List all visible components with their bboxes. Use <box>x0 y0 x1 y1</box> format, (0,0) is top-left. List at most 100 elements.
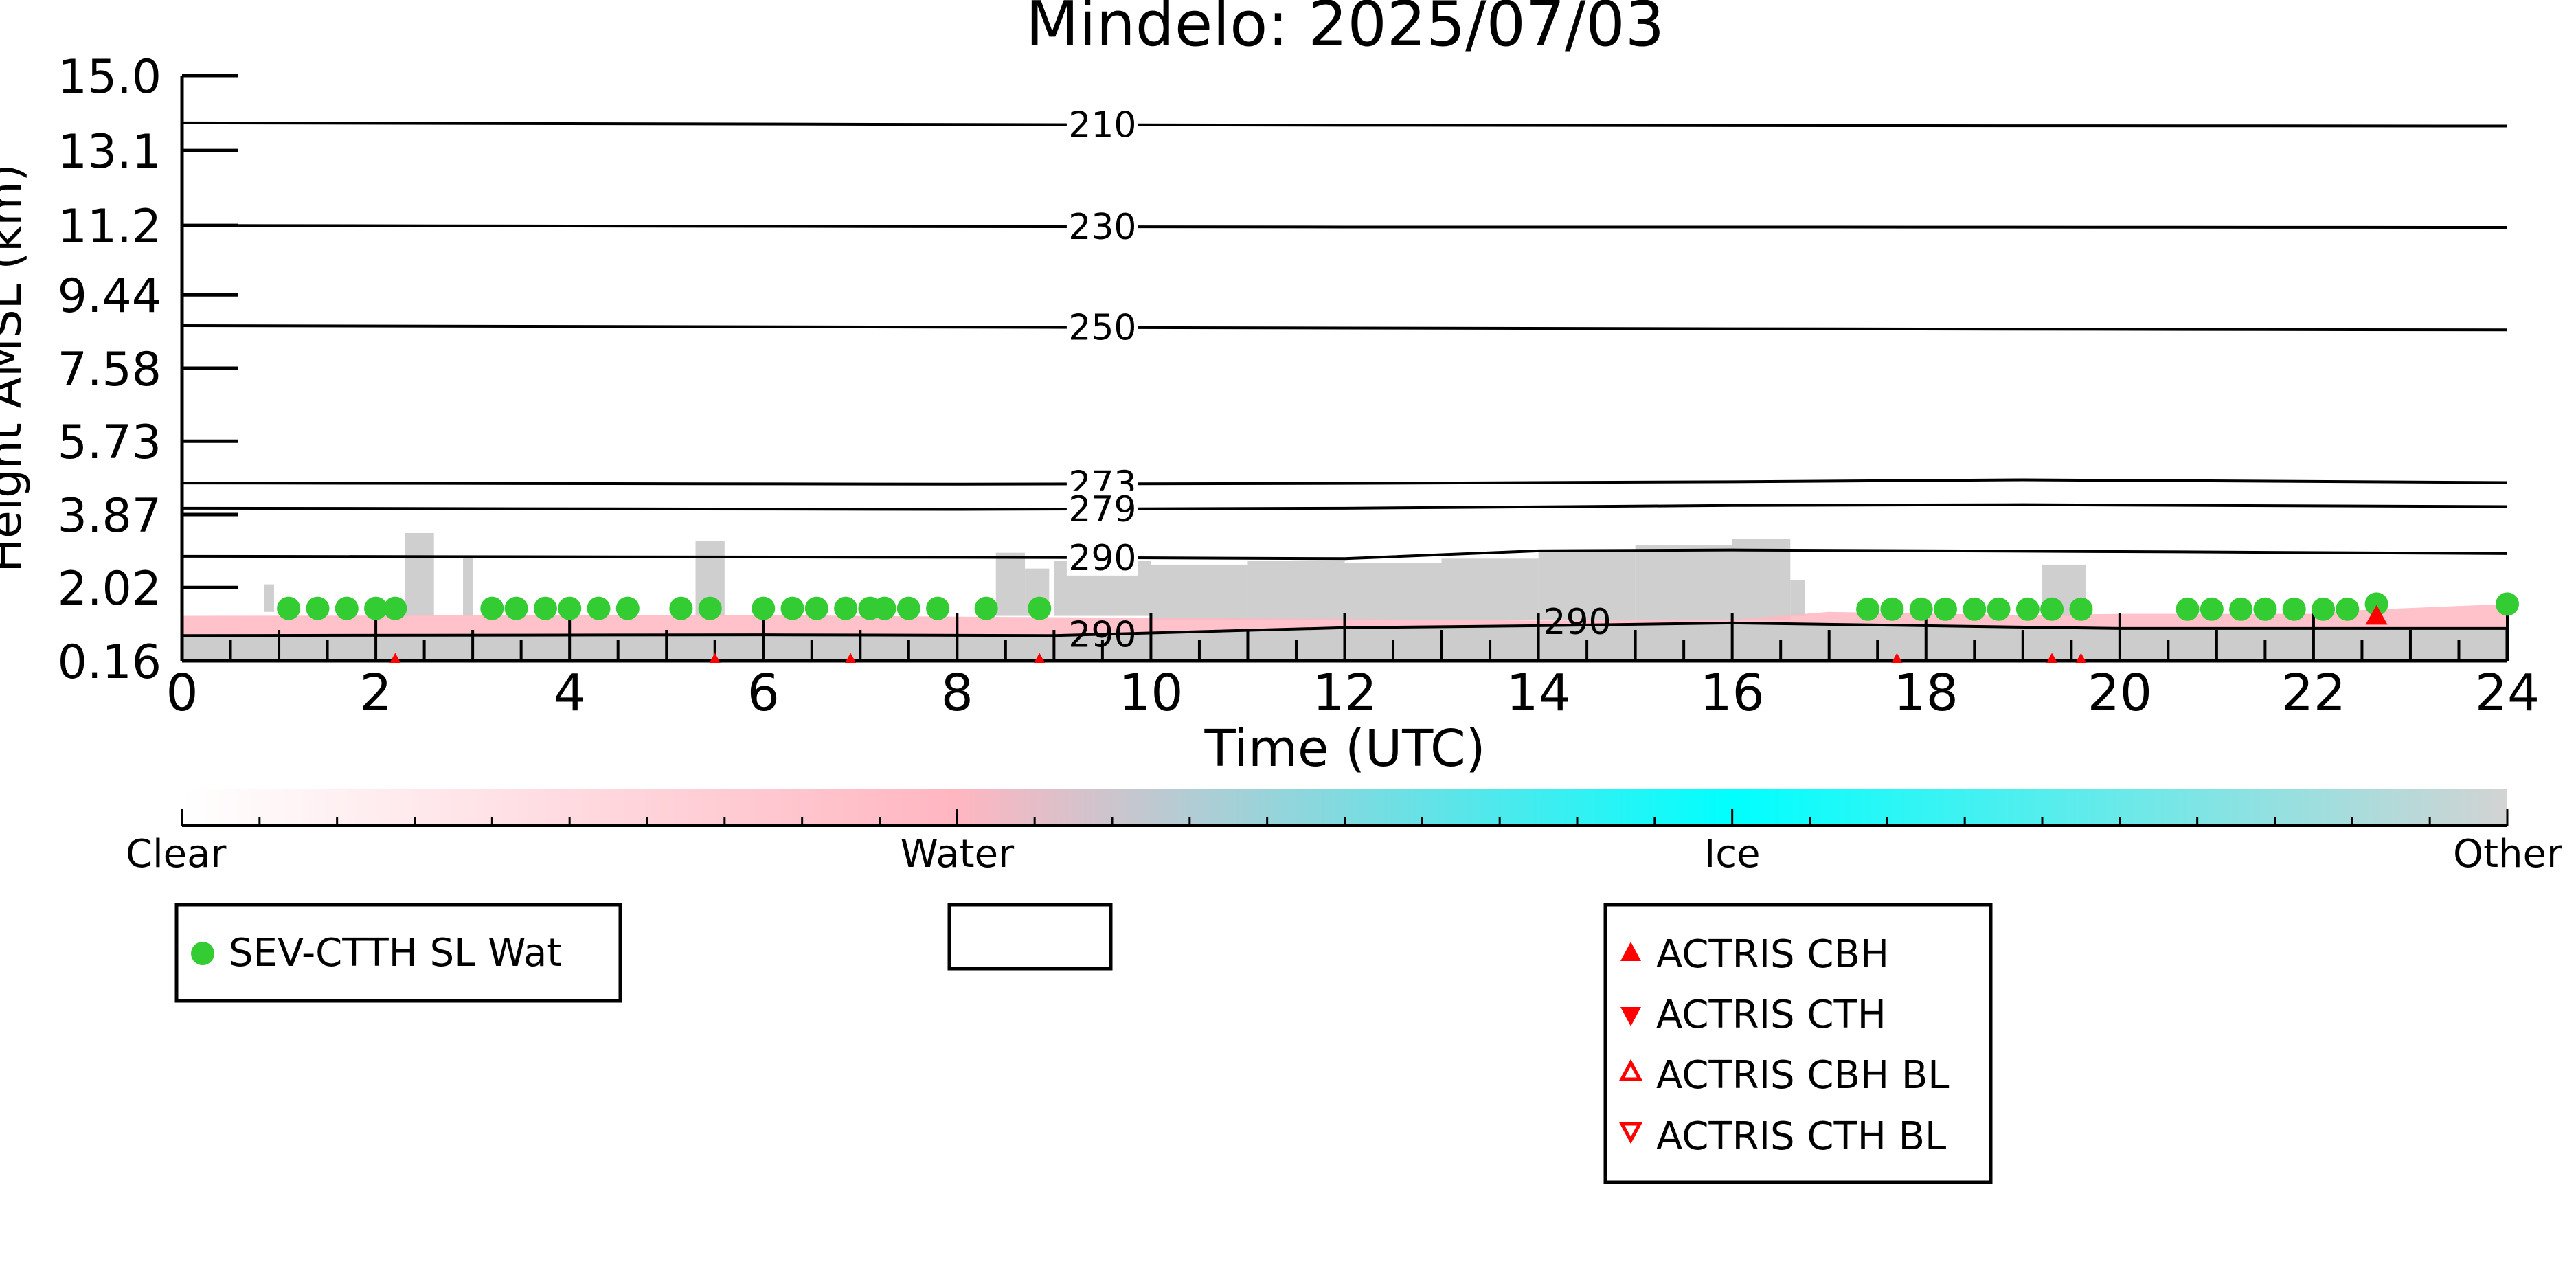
y-tick-label-7: 13.1 <box>58 125 161 179</box>
marker-actris-cbh-5 <box>2046 653 2058 663</box>
other-cloud-band-4 <box>995 552 1026 616</box>
chart-title: Mindelo: 2025/07/03 <box>1026 0 1664 60</box>
isotherm-label-1: 230 <box>1068 207 1136 248</box>
marker-actris-cbh-4 <box>1891 653 1903 663</box>
marker-sev-ctth-sl-wat-25 <box>1909 597 1933 621</box>
x-axis-label: Time (UTC) <box>1204 719 1485 778</box>
marker-sev-ctth-sl-wat-39 <box>2364 592 2388 616</box>
isotherm-line-273-3 <box>182 478 2507 486</box>
isotherm-line-290-5 <box>182 548 2507 561</box>
isotherm-label-2: 250 <box>1068 308 1136 349</box>
marker-sev-ctth-sl-wat-40 <box>2496 592 2519 616</box>
isotherm-label-bg-5 <box>1066 539 1138 576</box>
marker-sev-ctth-sl-wat-38 <box>2336 597 2360 621</box>
marker-sev-ctth-sl-wat-0 <box>277 596 301 620</box>
legend-actris-cth-bl-label: ACTRIS CTH BL <box>1656 1114 1946 1159</box>
marker-sev-ctth-sl-wat-24 <box>1880 597 1904 621</box>
isotherm-label-4: 279 <box>1068 489 1136 530</box>
marker-actris-cbh-2 <box>845 653 857 663</box>
marker-sev-ctth-sl-wat-26 <box>1933 597 1957 621</box>
marker-sev-ctth-sl-wat-10 <box>615 596 640 620</box>
legend-sev: SEV-CTTH SL Wat <box>174 903 622 1003</box>
x-tick-label-5: 10 <box>1118 664 1183 723</box>
marker-actris-cbh-7 <box>2365 605 2388 625</box>
marker-sev-ctth-sl-wat-22 <box>1028 596 1052 620</box>
marker-sev-ctth-sl-wat-19 <box>896 596 920 620</box>
marker-sev-ctth-sl-wat-9 <box>587 596 611 620</box>
other-cloud-band-12 <box>1635 545 1732 620</box>
phase-colorbar: Clear Water Ice Other <box>126 789 2563 877</box>
isotherm-label-5: 290 <box>1068 538 1136 579</box>
marker-sev-ctth-sl-wat-15 <box>804 596 828 620</box>
other-cloud-band-0 <box>264 584 274 612</box>
other-cloud-band-10 <box>1441 558 1539 620</box>
marker-sev-ctth-sl-wat-23 <box>1856 597 1880 621</box>
marker-sev-ctth-sl-wat-1 <box>306 596 330 620</box>
legend-actris-cth-label: ACTRIS CTH <box>1656 993 1886 1037</box>
y-tick-label-0: 0.16 <box>58 635 161 690</box>
marker-sev-ctth-sl-wat-16 <box>834 596 858 620</box>
colorbar-label-ice: Ice <box>1704 832 1761 877</box>
other-cloud-band-11 <box>1538 550 1636 620</box>
legend-actris-cbh-label: ACTRIS CBH <box>1656 932 1889 977</box>
x-tick-label-9: 18 <box>1894 664 1958 723</box>
x-tick-label-7: 14 <box>1506 664 1570 723</box>
marker-sev-ctth-sl-wat-35 <box>2253 597 2277 621</box>
marker-actris-cbh-3 <box>1034 653 1046 663</box>
marker-sev-ctth-sl-wat-6 <box>504 596 528 620</box>
y-axis-label: Height AMSL (km) <box>0 164 32 573</box>
x-tick-label-6: 12 <box>1312 664 1377 723</box>
marker-sev-ctth-sl-wat-36 <box>2282 597 2306 621</box>
y-tick-label-5: 9.44 <box>58 269 161 324</box>
triangle-up-filled-icon <box>1620 942 1641 961</box>
legend-sev-marker <box>191 942 214 965</box>
legend-empty-box <box>947 903 1113 971</box>
legend-empty <box>947 903 1113 971</box>
marker-sev-ctth-sl-wat-14 <box>780 596 804 620</box>
other-cloud-band-2 <box>463 556 473 616</box>
other-cloud-band-1 <box>405 532 434 616</box>
colorbar-label-clear: Clear <box>126 832 227 877</box>
other-cloud-band-7 <box>1151 564 1248 620</box>
y-tick-label-4: 7.58 <box>58 343 161 397</box>
other-cloud-band-8 <box>1247 561 1345 620</box>
marker-sev-ctth-sl-wat-18 <box>872 596 896 620</box>
legend-actris-cbh-bl-label: ACTRIS CBH BL <box>1656 1053 1949 1098</box>
isotherm-extra-label-0: 290 <box>1543 602 1611 643</box>
marker-sev-ctth-sl-wat-4 <box>383 596 407 620</box>
legend-actris-box <box>1603 903 1993 1184</box>
marker-sev-ctth-sl-wat-5 <box>480 596 504 620</box>
marker-sev-ctth-sl-wat-2 <box>335 596 359 620</box>
triangle-up-open-icon <box>1618 1059 1643 1081</box>
marker-sev-ctth-sl-wat-12 <box>698 596 722 620</box>
y-tick-label-8: 15.0 <box>58 50 161 104</box>
legend-sev-box <box>174 903 622 1003</box>
marker-sev-ctth-sl-wat-3 <box>364 596 388 620</box>
marker-sev-ctth-sl-wat-32 <box>2176 597 2200 621</box>
x-tick-label-1: 2 <box>360 664 392 723</box>
marker-sev-ctth-sl-wat-29 <box>2015 597 2040 621</box>
other-cloud-band-13 <box>1732 539 1791 620</box>
x-tick-label-11: 22 <box>2281 664 2346 723</box>
marker-actris-cbh-1 <box>709 653 721 663</box>
isotherm-label-0: 210 <box>1068 105 1136 146</box>
colorbar-labels: Clear Water Ice Other <box>126 832 2563 877</box>
marker-sev-ctth-sl-wat-13 <box>752 596 776 620</box>
marker-sev-ctth-sl-wat-33 <box>2200 597 2224 621</box>
triangle-down-filled-icon <box>1620 1007 1641 1026</box>
marker-actris-cbh-6 <box>2075 653 2087 663</box>
isotherm-line-279-4 <box>182 503 2507 511</box>
marker-sev-ctth-sl-wat-21 <box>974 596 998 620</box>
legend-actris: ACTRIS CBH ACTRIS CTH ACTRIS CBH BL ACTR… <box>1603 903 1993 1184</box>
isotherm-line-290-6 <box>182 621 2507 637</box>
x-tick-label-2: 4 <box>554 664 586 723</box>
x-tick-label-8: 16 <box>1700 664 1765 723</box>
y-tick-label-2: 3.87 <box>58 489 161 543</box>
y-tick-label-1: 2.02 <box>58 562 161 616</box>
isotherm-label-bg-0 <box>1066 106 1138 143</box>
isotherm-label-bg-4 <box>1066 490 1138 527</box>
marker-sev-ctth-sl-wat-28 <box>1987 597 2011 621</box>
isotherm-label-bg-1 <box>1066 209 1138 245</box>
colorbar-ticks <box>181 809 2509 826</box>
